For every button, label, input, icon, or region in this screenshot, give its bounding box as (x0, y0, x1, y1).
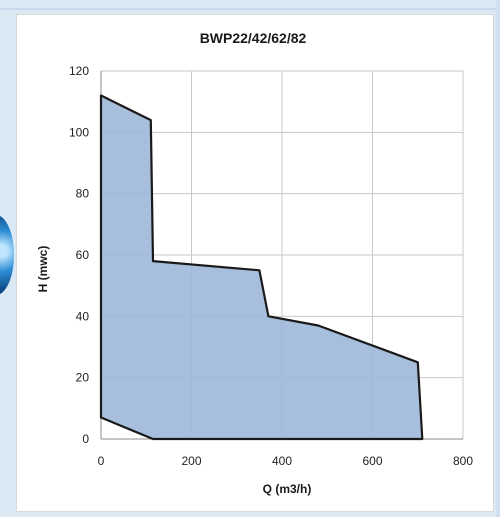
x-tick-label: 800 (453, 454, 473, 468)
y-axis-label: H (mwc) (36, 246, 50, 293)
y-tick-label: 0 (82, 432, 89, 446)
blue-disc-decoration (0, 215, 14, 295)
x-axis-label: Q (m3/h) (263, 482, 312, 496)
x-tick-label: 600 (362, 454, 382, 468)
x-tick-label: 200 (181, 454, 201, 468)
y-tick-label: 80 (76, 187, 90, 201)
x-tick-labels: 0 200 400 600 800 (98, 454, 474, 468)
y-tick-label: 60 (76, 248, 90, 262)
right-edge-strip (496, 0, 500, 517)
x-tick-label: 0 (98, 454, 105, 468)
x-tick-label: 400 (272, 454, 292, 468)
series-layer (99, 94, 424, 441)
y-tick-label: 40 (76, 309, 90, 323)
y-tick-label: 20 (76, 371, 90, 385)
y-tick-label: 100 (69, 125, 89, 139)
top-border-line (0, 8, 500, 10)
y-tick-label: 120 (69, 64, 89, 78)
chart-title: BWP22/42/62/82 (200, 30, 307, 46)
operating-range-area (99, 94, 424, 441)
chart-panel: BWP22/42/62/82 0 200 400 600 800 0 20 40 60 80 10… (16, 14, 494, 512)
grid-lines (100, 70, 464, 440)
performance-chart: BWP22/42/62/82 0 200 400 600 800 0 20 40 60 80 10… (36, 30, 474, 496)
y-tick-labels: 0 20 40 60 80 100 120 (69, 64, 89, 446)
